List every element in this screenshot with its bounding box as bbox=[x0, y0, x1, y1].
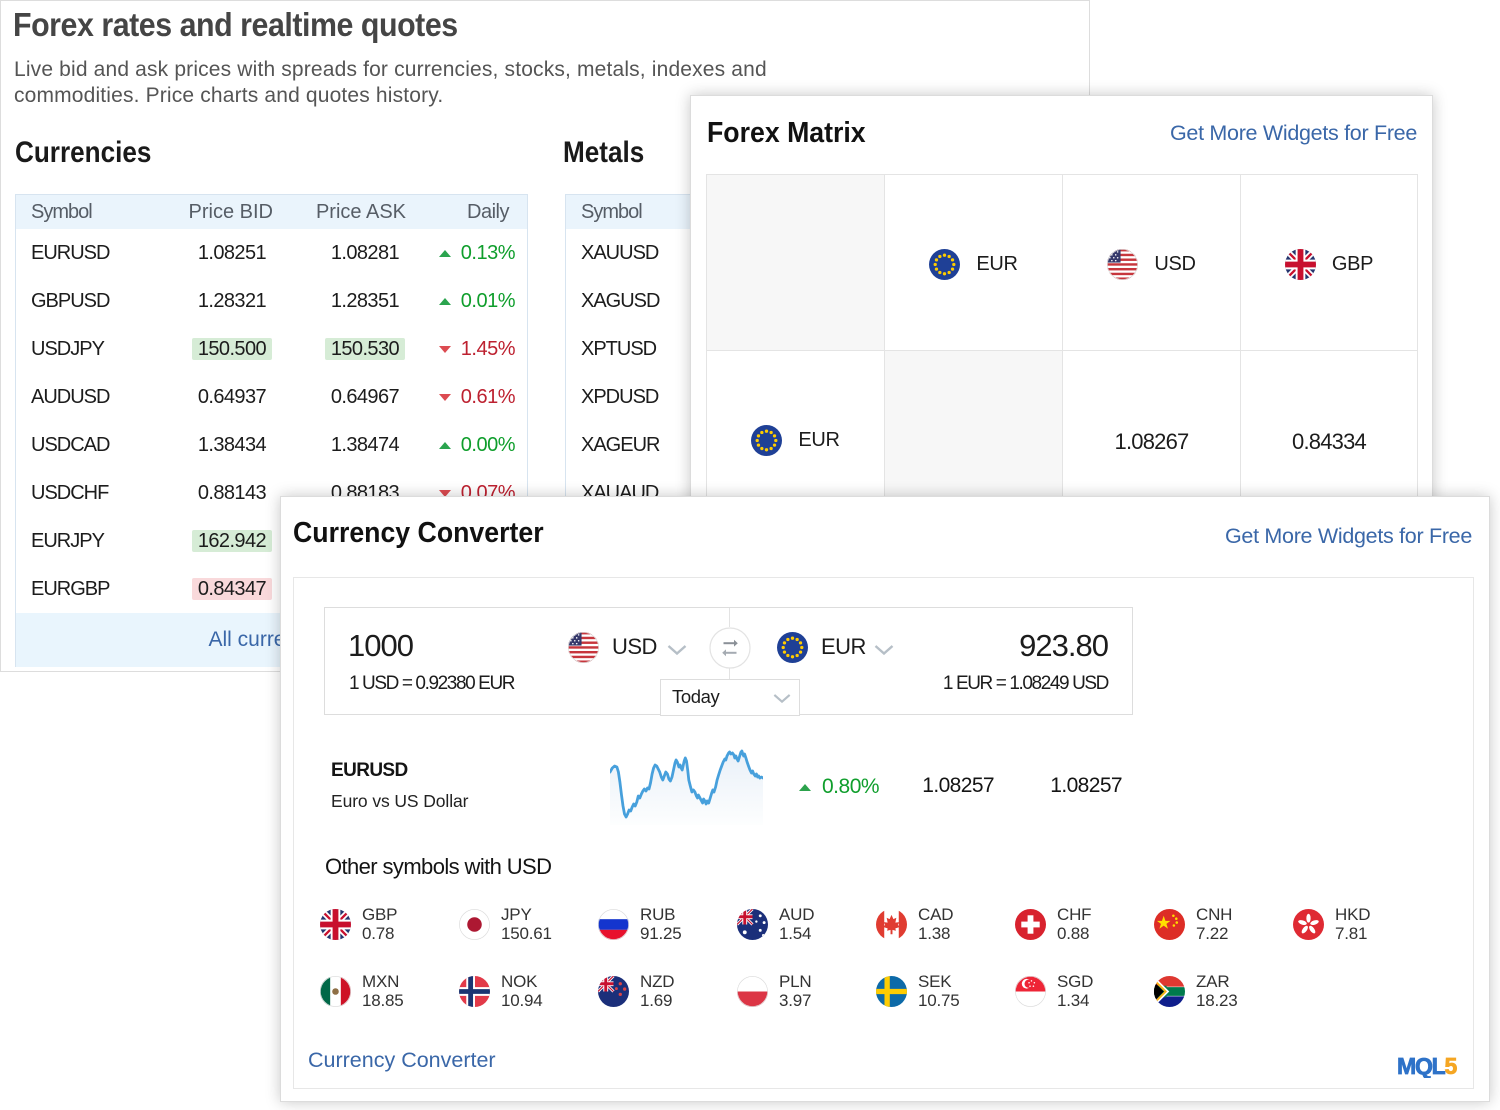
svg-text:MQL: MQL bbox=[1397, 1056, 1446, 1078]
svg-text:5: 5 bbox=[1445, 1056, 1458, 1078]
